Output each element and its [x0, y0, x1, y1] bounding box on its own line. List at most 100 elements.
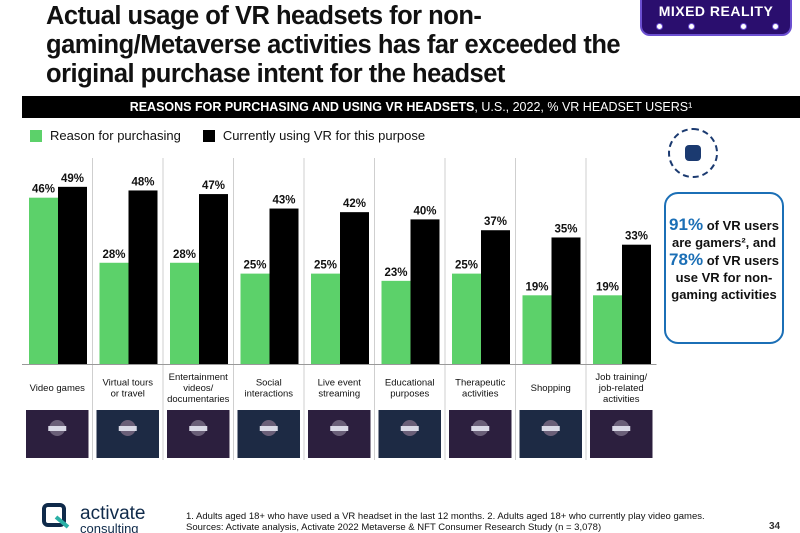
data-label: 25% — [455, 260, 478, 272]
category-label-line: Therapeutic — [455, 378, 505, 389]
category-label-line: Job training/ — [595, 372, 647, 383]
banner-bold: REASONS FOR PURCHASING AND USING VR HEAD… — [129, 100, 475, 114]
footnote-line-1: 1. Adults aged 18+ who have used a VR he… — [186, 511, 705, 522]
badge-dot-icon — [688, 23, 695, 30]
bar-using — [58, 186, 87, 364]
mixed-reality-badge: MIXED REALITY — [640, 0, 792, 36]
category-label: Video games — [30, 383, 86, 394]
data-label: 28% — [173, 249, 196, 261]
category-label-line: videos/ — [183, 383, 213, 394]
bar-purchase — [240, 273, 270, 364]
callout-stat-gamers: 91% — [669, 215, 704, 234]
activate-logo-icon — [42, 503, 70, 529]
data-label: 47% — [202, 180, 225, 192]
vr-headset-icon — [189, 426, 208, 431]
bar-purchase — [522, 295, 552, 364]
callout-text: of VR users — [703, 218, 779, 233]
category-label-line: or travel — [111, 389, 145, 400]
category-label-line: Educational — [385, 378, 435, 389]
data-label: 33% — [625, 231, 648, 243]
vr-headset-icon — [471, 426, 490, 431]
data-label: 42% — [343, 198, 366, 210]
bar-using — [622, 244, 651, 364]
vr-headset-icon — [330, 426, 349, 431]
category-label: Live event streaming — [318, 378, 362, 400]
vr-headset-icon — [541, 426, 560, 431]
bar-using — [269, 208, 299, 364]
legend-swatch-purchase — [30, 129, 42, 142]
data-label: 23% — [384, 267, 407, 279]
category-label-line: streaming — [318, 389, 360, 400]
legend-label-using: Currently using VR for this purpose — [222, 128, 426, 143]
badge-label: MIXED REALITY — [658, 3, 774, 19]
category-label-line: activities — [603, 394, 640, 405]
data-label: 46% — [32, 184, 55, 196]
bar-purchase — [170, 262, 199, 364]
vr-headset-icon — [400, 426, 419, 431]
category-label: Educational purposes — [385, 378, 435, 400]
logo-wordmark: activate — [80, 503, 146, 524]
bar-using — [410, 219, 440, 364]
bar-purchase — [381, 280, 411, 364]
data-label: 19% — [525, 281, 548, 293]
vr-headset-icon — [48, 426, 67, 431]
category-label-line: job-related — [598, 383, 644, 394]
legend-label-purchase: Reason for purchasing — [50, 128, 181, 143]
data-label: 37% — [484, 216, 507, 228]
callout-line-1: 91% of VR users — [666, 216, 782, 234]
legend-item-using: Currently using VR for this purpose — [202, 128, 426, 143]
badge-dot-icon — [656, 23, 663, 30]
data-label: 35% — [554, 223, 577, 235]
banner-rest: , U.S., 2022, % VR HEADSET USERS¹ — [474, 100, 693, 114]
category-label-line: purposes — [390, 389, 429, 400]
data-label: 43% — [272, 195, 295, 207]
category-label: Therapeutic activities — [455, 378, 505, 400]
bar-purchase — [99, 262, 129, 364]
category-label-line: Entertainment — [169, 372, 229, 383]
badge-dot-icon — [740, 23, 747, 30]
bar-using — [551, 237, 581, 364]
category-label-line: Video games — [30, 383, 86, 394]
legend-swatch-using — [202, 129, 215, 142]
vr-headset-icon — [118, 426, 137, 431]
callout-line-2: are gamers², and — [671, 235, 777, 250]
category-label-line: interactions — [244, 389, 293, 400]
callout-line-4: use VR for non- — [675, 270, 773, 285]
callout-text: of VR users — [703, 253, 779, 268]
bar-purchase — [29, 197, 58, 364]
consumer-insight-stamp — [668, 128, 718, 178]
callout-stat-nongaming: 78% — [669, 250, 704, 269]
category-label-line: activities — [462, 389, 499, 400]
page-title: Actual usage of VR headsets for non-gami… — [46, 2, 621, 88]
bar-chart: 46% 49% Video games 28% 48% Virtual tours or t… — [22, 158, 657, 460]
callout-box: 91% of VR users are gamers², and 78% of … — [664, 192, 784, 344]
bar-purchase — [311, 273, 340, 364]
vr-headset-icon — [612, 426, 631, 431]
logo-subtitle: consulting — [80, 521, 139, 533]
badge-dot-icon — [772, 23, 779, 30]
bar-using — [340, 212, 369, 364]
footnote-sources: Sources: Activate analysis, Activate 202… — [186, 522, 602, 533]
bar-purchase — [452, 273, 481, 364]
data-label: 48% — [131, 176, 154, 188]
category-label: Social interactions — [244, 378, 293, 400]
data-label: 25% — [243, 260, 266, 272]
bar-using — [481, 230, 510, 364]
chart-banner: REASONS FOR PURCHASING AND USING VR HEAD… — [22, 96, 800, 118]
category-label: Shopping — [531, 383, 571, 394]
bar-using — [128, 190, 158, 364]
callout-line-5: gaming activities — [671, 287, 777, 302]
data-label: 25% — [314, 260, 337, 272]
category-label-line: Social — [256, 378, 282, 389]
category-label: Entertainment videos/documentaries — [167, 372, 230, 405]
legend-item-purchase: Reason for purchasing — [30, 128, 181, 143]
category-label-line: documentaries — [167, 394, 230, 405]
bar-purchase — [593, 295, 622, 364]
callout-line-3: 78% of VR users — [666, 251, 782, 269]
category-label: Virtual tours or travel — [102, 378, 153, 400]
category-label: Job training/job-related activities — [595, 372, 647, 405]
page-number: 34 — [769, 521, 781, 532]
bar-using — [199, 194, 228, 364]
category-label-line: Live event — [318, 378, 362, 389]
chart-legend: Reason for purchasing Currently using VR… — [30, 128, 447, 143]
